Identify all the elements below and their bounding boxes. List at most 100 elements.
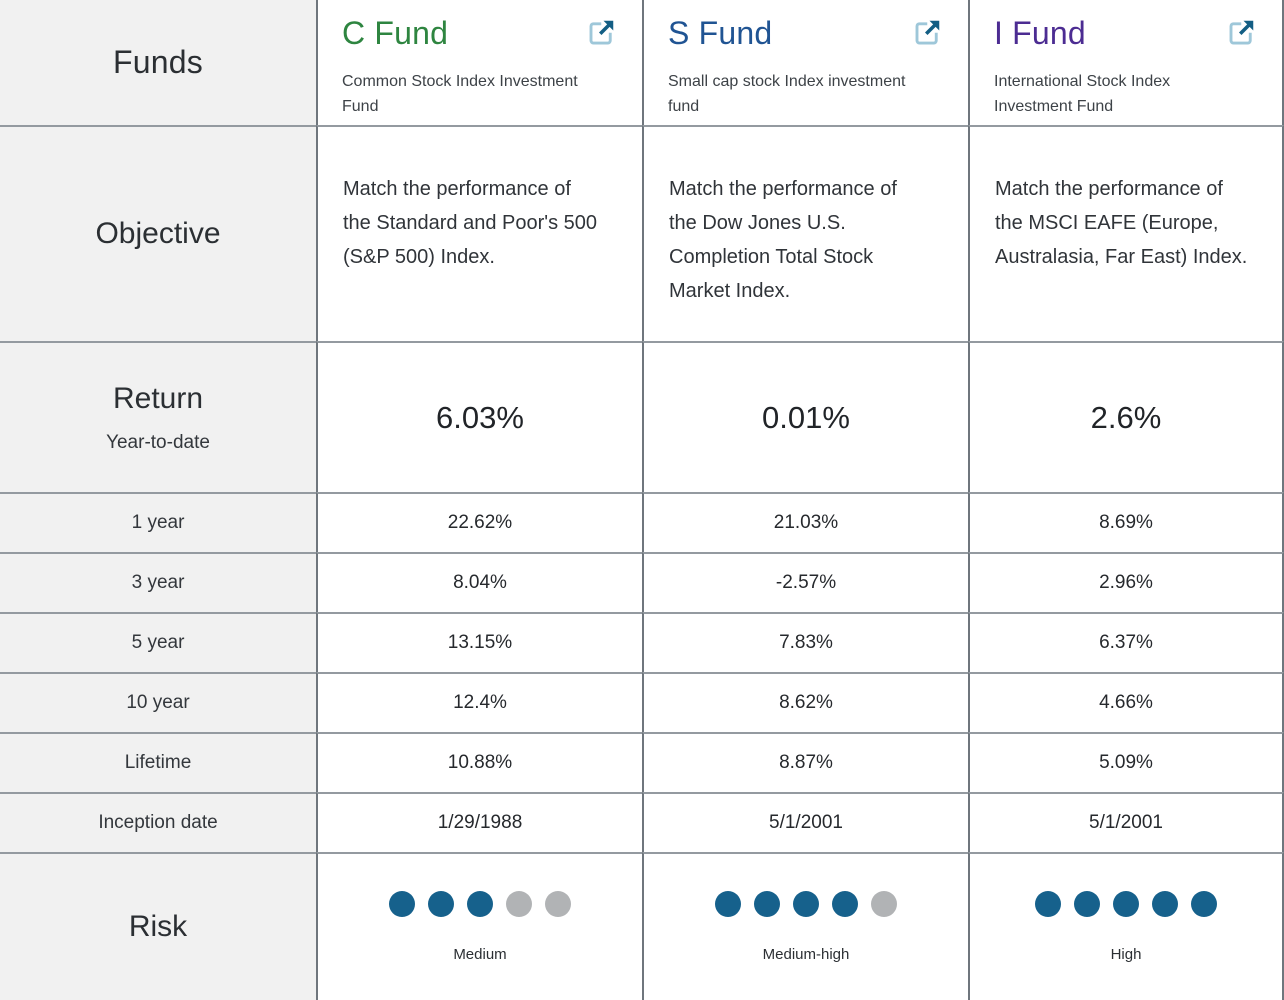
row-header-funds: Funds: [0, 0, 316, 125]
risk-label: Risk: [128, 910, 188, 943]
return-value: 6.37%: [1099, 632, 1153, 653]
return-value: 7.83%: [779, 632, 833, 653]
row-header-10-year: 10 year: [0, 672, 316, 732]
risk-dot: [1152, 891, 1178, 917]
fund-description-i: International Stock Index Investment Fun…: [994, 73, 1171, 115]
external-link-icon[interactable]: [587, 17, 617, 47]
return-value: 8.04%: [453, 572, 507, 593]
fund-header-i: I Fund International Stock Index Investm…: [968, 0, 1284, 125]
fund-header-s: S Fund Small cap stock Index investment …: [642, 0, 968, 125]
inception-cell-c: 1/29/1988: [316, 792, 642, 852]
objective-cell-i: Match the performance of the MSCI EAFE (…: [968, 125, 1284, 341]
row-header-5-year: 5 year: [0, 612, 316, 672]
10-year-cell-c: 12.4%: [316, 672, 642, 732]
external-link-icon[interactable]: [913, 17, 943, 47]
return-value: 2.96%: [1099, 572, 1153, 593]
row-label: Lifetime: [124, 752, 192, 773]
1-year-cell-c: 22.62%: [316, 492, 642, 552]
fund-title-i[interactable]: I Fund: [994, 15, 1086, 51]
inception-date-value: 1/29/1988: [437, 812, 523, 833]
inception-date-value: 5/1/2001: [1089, 812, 1163, 833]
row-label: Inception date: [98, 812, 218, 833]
objective-cell-c: Match the performance of the Standard an…: [316, 125, 642, 341]
risk-level-label: High: [1110, 946, 1142, 963]
risk-dot: [715, 891, 741, 917]
lifetime-cell-c: 10.88%: [316, 732, 642, 792]
inception-date-value: 5/1/2001: [769, 812, 843, 833]
risk-dot: [832, 891, 858, 917]
ytd-return-cell-s: 0.01%: [642, 341, 968, 492]
inception-cell-i: 5/1/2001: [968, 792, 1284, 852]
risk-dot: [793, 891, 819, 917]
row-label: 3 year: [131, 572, 185, 593]
10-year-cell-i: 4.66%: [968, 672, 1284, 732]
risk-dot: [1035, 891, 1061, 917]
row-header-1-year: 1 year: [0, 492, 316, 552]
risk-dot: [1113, 891, 1139, 917]
risk-level-label: Medium: [453, 946, 507, 963]
return-value: 8.69%: [1099, 512, 1153, 533]
row-header-3-year: 3 year: [0, 552, 316, 612]
return-value: 21.03%: [773, 512, 839, 533]
5-year-cell-i: 6.37%: [968, 612, 1284, 672]
risk-dot: [1074, 891, 1100, 917]
ytd-return-value: 2.6%: [1090, 399, 1162, 435]
risk-dot: [467, 891, 493, 917]
row-label: 1 year: [131, 512, 185, 533]
return-value: 4.66%: [1099, 692, 1153, 713]
1-year-cell-s: 21.03%: [642, 492, 968, 552]
risk-cell-c: Medium: [316, 852, 642, 1000]
risk-dot: [871, 891, 897, 917]
funds-header-label: Funds: [113, 44, 203, 80]
return-value: 22.62%: [447, 512, 513, 533]
return-value: 5.09%: [1099, 752, 1153, 773]
row-header-inception-date: Inception date: [0, 792, 316, 852]
1-year-cell-i: 8.69%: [968, 492, 1284, 552]
lifetime-cell-i: 5.09%: [968, 732, 1284, 792]
return-sublabel: Year-to-date: [106, 431, 210, 453]
risk-cell-s: Medium-high: [642, 852, 968, 1000]
ytd-return-value: 6.03%: [436, 399, 524, 435]
3-year-cell-i: 2.96%: [968, 552, 1284, 612]
objective-text-s: Match the performance of the Dow Jones U…: [669, 178, 897, 302]
risk-dot: [428, 891, 454, 917]
risk-level-label: Medium-high: [762, 946, 850, 963]
risk-dots: [389, 891, 571, 917]
risk-cell-i: High: [968, 852, 1284, 1000]
5-year-cell-s: 7.83%: [642, 612, 968, 672]
5-year-cell-c: 13.15%: [316, 612, 642, 672]
10-year-cell-s: 8.62%: [642, 672, 968, 732]
fund-title-s[interactable]: S Fund: [668, 15, 773, 51]
risk-dot: [1191, 891, 1217, 917]
3-year-cell-s: -2.57%: [642, 552, 968, 612]
fund-description-s: Small cap stock Index investment fund: [668, 73, 906, 115]
inception-cell-s: 5/1/2001: [642, 792, 968, 852]
3-year-cell-c: 8.04%: [316, 552, 642, 612]
return-value: 10.88%: [447, 752, 513, 773]
objective-text-c: Match the performance of the Standard an…: [343, 178, 598, 268]
row-header-return: Return Year-to-date: [0, 341, 316, 492]
risk-dot: [389, 891, 415, 917]
fund-description-c: Common Stock Index Investment Fund: [342, 73, 578, 115]
objective-label: Objective: [95, 217, 221, 250]
external-link-icon[interactable]: [1227, 17, 1257, 47]
row-label: 5 year: [131, 632, 185, 653]
row-header-objective: Objective: [0, 125, 316, 341]
risk-dots: [715, 891, 897, 917]
return-label: Return: [112, 381, 204, 415]
fund-header-c: C Fund Common Stock Index Investment Fun…: [316, 0, 642, 125]
row-header-lifetime: Lifetime: [0, 732, 316, 792]
fund-title-c[interactable]: C Fund: [342, 15, 449, 51]
ytd-return-value: 0.01%: [762, 399, 850, 435]
ytd-return-cell-c: 6.03%: [316, 341, 642, 492]
objective-text-i: Match the performance of the MSCI EAFE (…: [995, 178, 1248, 268]
return-value: -2.57%: [775, 572, 837, 593]
row-header-risk: Risk: [0, 852, 316, 1000]
objective-cell-s: Match the performance of the Dow Jones U…: [642, 125, 968, 341]
lifetime-cell-s: 8.87%: [642, 732, 968, 792]
row-label: 10 year: [126, 692, 190, 713]
return-value: 8.87%: [779, 752, 833, 773]
risk-dot: [754, 891, 780, 917]
